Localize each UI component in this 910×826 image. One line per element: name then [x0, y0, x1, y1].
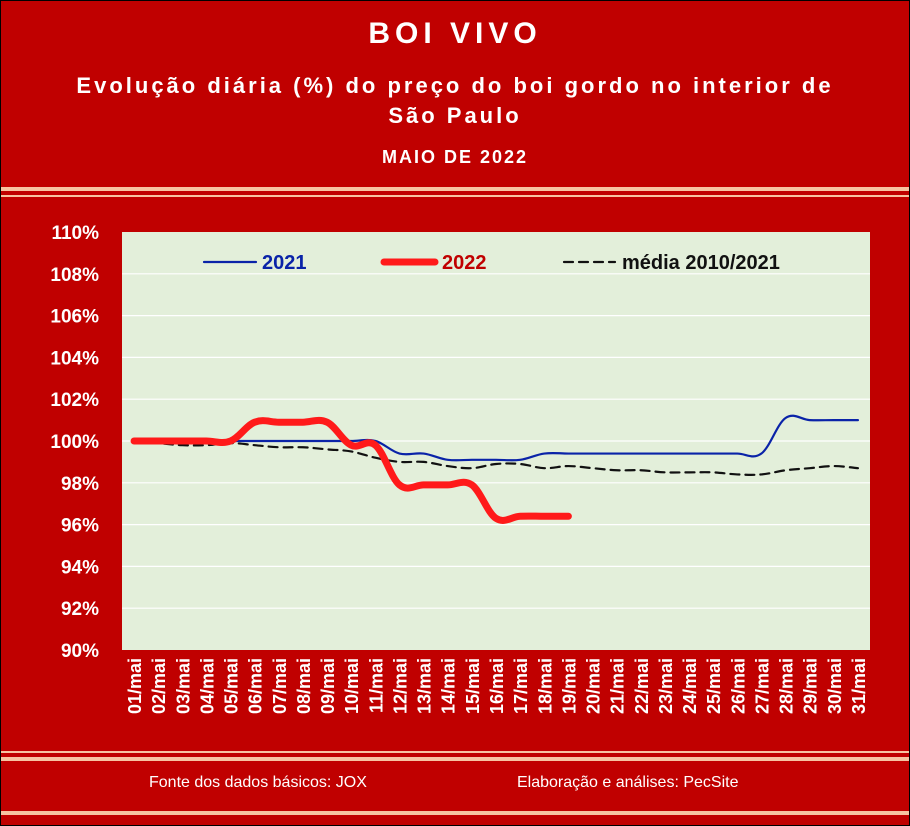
x-tick-label: 17/mai — [511, 658, 531, 714]
x-tick-label: 20/mai — [584, 658, 604, 714]
footer-divider-top — [1, 751, 909, 753]
series-line-2021 — [132, 414, 860, 462]
series-line-2022 — [130, 416, 572, 524]
x-tick-label: 29/mai — [801, 658, 821, 714]
y-tick-label: 102% — [50, 390, 99, 411]
x-tick-label: 07/mai — [270, 658, 290, 714]
legend-label: 2021 — [262, 252, 307, 274]
x-tick-label: 18/mai — [535, 658, 555, 714]
x-tick-label: 16/mai — [487, 658, 507, 714]
credit-note: Elaboração e análises: PecSite — [517, 774, 739, 791]
y-tick-label: 110% — [51, 223, 99, 244]
x-tick-label: 10/mai — [342, 658, 362, 714]
y-tick-label: 108% — [50, 265, 99, 286]
series-line-m-dia-2010-2021 — [132, 439, 860, 476]
chart-period: MAIO DE 2022 — [381, 147, 529, 167]
y-tick-label: 104% — [50, 348, 99, 369]
source-note: Fonte dos dados básicos: JOX — [149, 774, 367, 791]
x-tick-label: 31/mai — [849, 658, 869, 714]
legend-label: 2022 — [442, 252, 487, 274]
x-tick-label: 25/mai — [704, 658, 724, 714]
bottom-divider — [1, 811, 909, 815]
y-tick-label: 96% — [61, 516, 99, 537]
legend-label: média 2010/2021 — [622, 252, 780, 274]
subtitle-line-1: Evolução diária (%) do preço do boi gord… — [76, 73, 834, 98]
x-tick-label: 11/mai — [366, 658, 386, 713]
subtitle-line-2: São Paulo — [388, 103, 522, 128]
x-tick-label: 05/mai — [222, 658, 242, 714]
y-tick-label: 100% — [50, 432, 99, 453]
x-tick-label: 22/mai — [632, 658, 652, 714]
y-tick-label: 106% — [50, 307, 99, 328]
y-tick-label: 90% — [61, 641, 99, 662]
x-tick-label: 02/mai — [149, 658, 169, 714]
chart-title: BOI VIVO — [368, 17, 542, 50]
x-tick-label: 13/mai — [415, 658, 435, 714]
x-tick-label: 28/mai — [777, 658, 797, 714]
x-tick-label: 26/mai — [728, 658, 748, 714]
x-tick-label: 12/mai — [390, 658, 410, 714]
y-tick-label: 92% — [61, 599, 99, 620]
x-tick-label: 06/mai — [246, 658, 266, 714]
x-tick-label: 24/mai — [680, 658, 700, 714]
x-tick-label: 03/mai — [173, 658, 193, 714]
chart-header: BOI VIVO Evolução diária (%) do preço do… — [1, 1, 909, 187]
x-tick-label: 08/mai — [294, 658, 314, 714]
chart-subtitle: Evolução diária (%) do preço do boi gord… — [1, 71, 909, 131]
y-tick-label: 98% — [61, 474, 99, 495]
header-divider-bottom — [1, 195, 909, 197]
x-tick-label: 23/mai — [656, 658, 676, 714]
x-tick-label: 27/mai — [752, 658, 772, 714]
y-tick-label: 94% — [61, 557, 99, 578]
footer-divider-bottom — [1, 757, 909, 761]
x-tick-label: 09/mai — [318, 658, 338, 714]
x-tick-label: 30/mai — [825, 658, 845, 714]
x-tick-label: 14/mai — [439, 658, 459, 714]
x-tick-label: 15/mai — [463, 658, 483, 714]
x-tick-label: 19/mai — [559, 658, 579, 714]
x-tick-label: 04/mai — [197, 658, 217, 714]
header-divider-top — [1, 187, 909, 191]
x-tick-label: 01/mai — [125, 658, 145, 714]
x-tick-label: 21/mai — [608, 658, 628, 714]
